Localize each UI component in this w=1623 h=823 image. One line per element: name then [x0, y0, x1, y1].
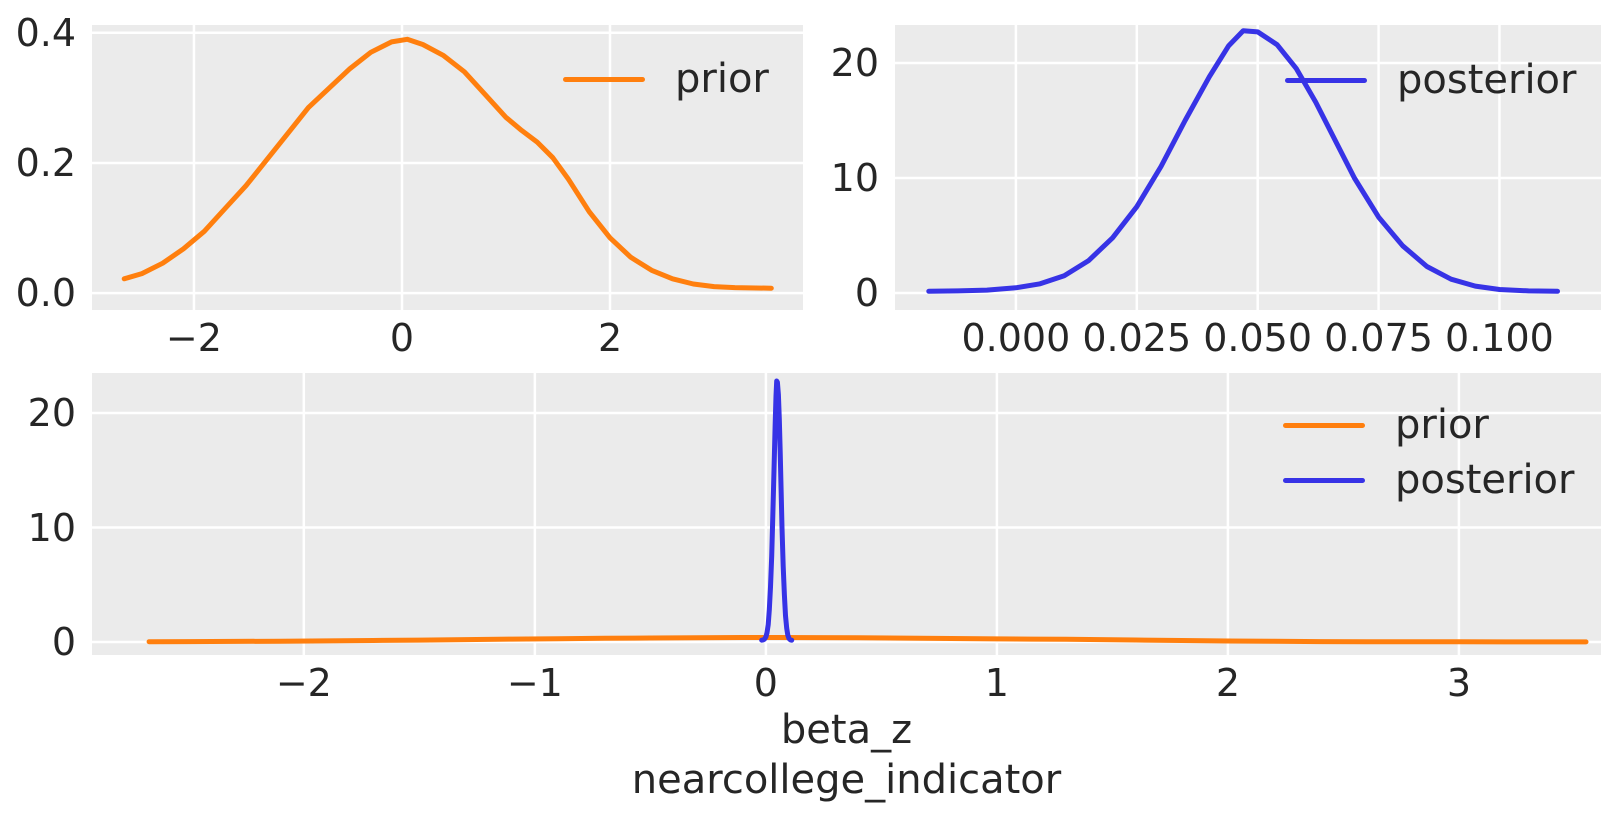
prior-curve: [121, 36, 774, 291]
y-tick-label: 20: [27, 391, 76, 436]
x-tick-label: −2: [275, 661, 332, 705]
y-tick-label: 0.2: [15, 140, 76, 185]
x-tick-label: 2: [1215, 661, 1240, 705]
legend-line-sample: [1283, 422, 1365, 428]
legend-label: prior: [675, 56, 769, 102]
x-tick-label: 0.000: [961, 316, 1071, 360]
legend-label: prior: [1395, 402, 1489, 448]
x-tick-label: 2: [597, 316, 623, 360]
prior-density-plot-area: [92, 25, 803, 310]
y-tick-label: 0: [51, 619, 76, 664]
legend-line-sample: [1285, 77, 1367, 83]
x-tick-label: 0: [389, 316, 415, 360]
legend-item-prior: prior: [563, 55, 769, 103]
axes-background: [92, 25, 803, 310]
x-tick-label: 0.075: [1324, 316, 1433, 360]
posterior-curve: [759, 378, 795, 643]
legend-item-posterior: posterior: [1283, 456, 1574, 504]
x-tick-label: 3: [1446, 661, 1472, 705]
prior-posterior-combined-plot-area: [92, 373, 1601, 655]
x-tick-label: 0.100: [1445, 316, 1554, 360]
legend-item-prior: prior: [1283, 401, 1489, 449]
y-tick-label: 10: [830, 155, 879, 200]
legend-line-sample: [563, 76, 645, 82]
legend-line-sample: [1283, 477, 1365, 483]
axes-background: [92, 373, 1601, 655]
prior-curve: [146, 635, 1589, 645]
x-axis-label: beta_z nearcollege_indicator: [92, 705, 1601, 805]
x-tick-label: 1: [984, 661, 1009, 705]
legend-label: posterior: [1395, 457, 1575, 503]
x-axis-label-line: beta_z: [780, 707, 913, 753]
x-tick-label: −1: [506, 661, 563, 705]
x-tick-label: 0.050: [1203, 316, 1313, 360]
legend-label: posterior: [1397, 57, 1577, 103]
x-axis-label-line: nearcollege_indicator: [631, 757, 1062, 803]
x-tick-label: −2: [165, 316, 222, 360]
y-tick-label: 0: [854, 270, 879, 315]
posterior-density-plot-area: [895, 25, 1601, 310]
y-tick-label: 20: [830, 40, 879, 85]
y-tick-label: 0.0: [15, 271, 76, 316]
x-tick-label: 0: [753, 661, 778, 705]
posterior-curve: [926, 28, 1560, 294]
x-tick-label: 0.025: [1082, 316, 1192, 360]
y-tick-label: 0.4: [15, 10, 76, 55]
legend-item-posterior: posterior: [1285, 56, 1576, 104]
y-tick-label: 10: [27, 505, 76, 550]
axes-background: [895, 25, 1601, 310]
